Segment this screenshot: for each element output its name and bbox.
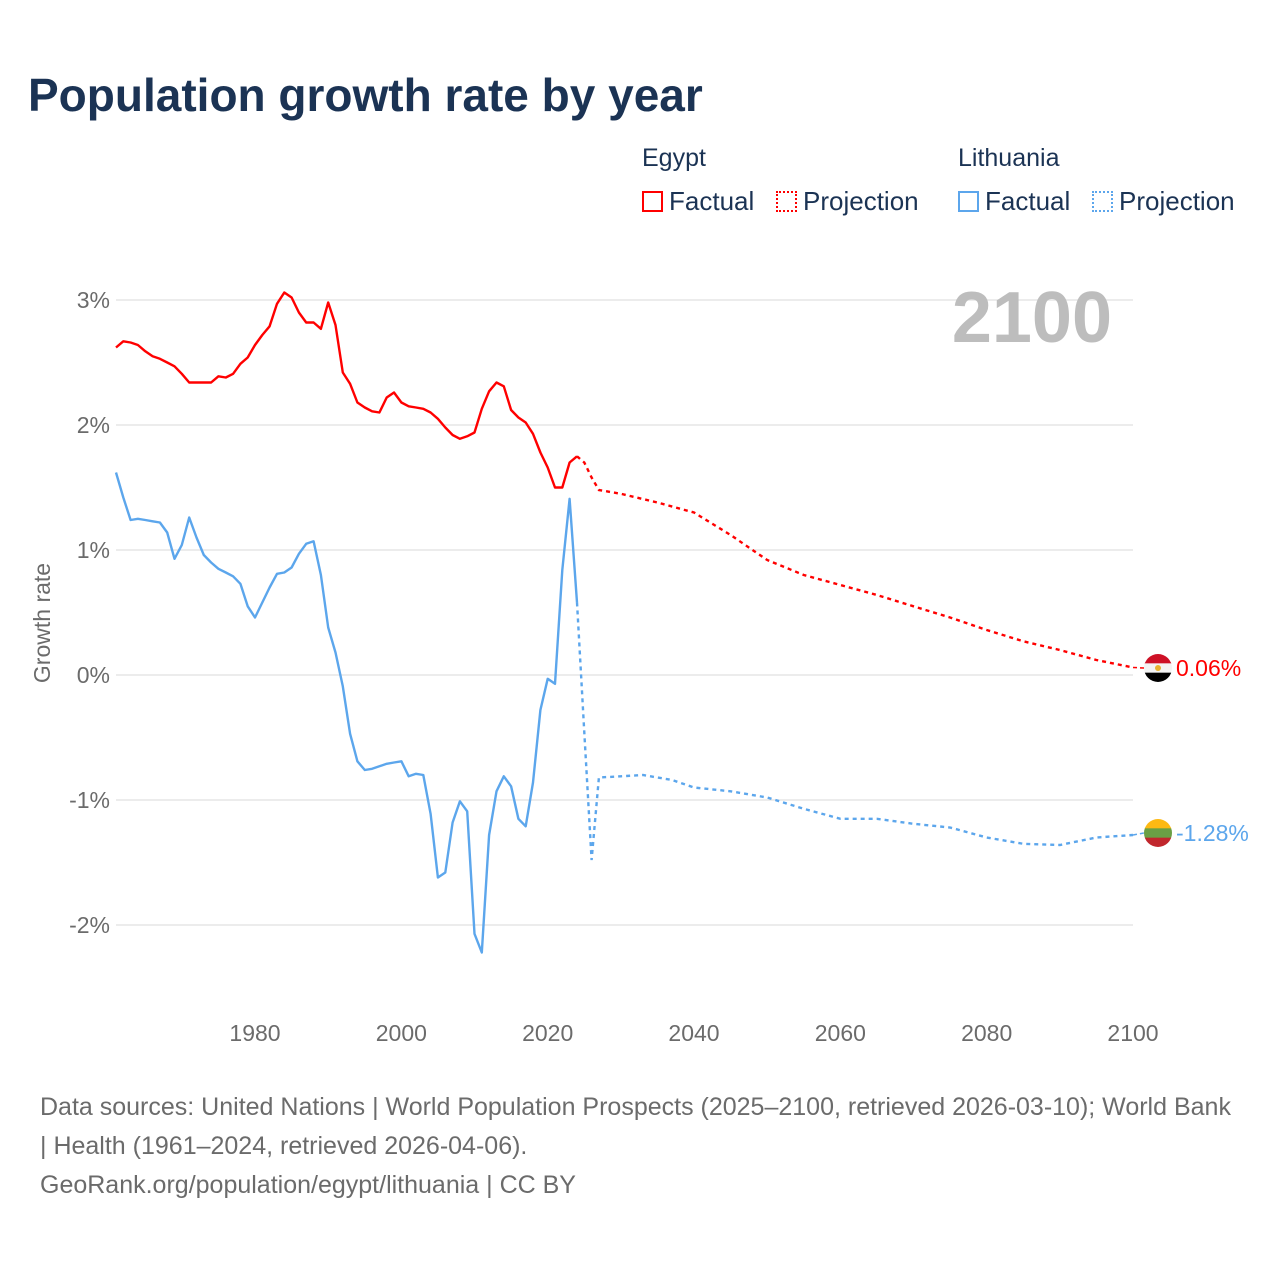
x-tick-label: 2040: [668, 1020, 719, 1046]
lithuania-factual-line: [114, 472, 579, 954]
y-axis-label: Growth rate: [29, 563, 55, 683]
credit-link[interactable]: GeoRank.org/population/egypt/lithuania |…: [40, 1171, 576, 1199]
lithuania-flag-icon: [1144, 819, 1172, 847]
footer: Data sources: United Nations | World Pop…: [40, 1088, 1240, 1205]
egypt-flag-icon: [1144, 654, 1172, 682]
x-tick-label: 2080: [961, 1020, 1012, 1046]
y-tick-label: 3%: [77, 287, 110, 313]
legend-label: Factual: [669, 186, 755, 216]
legend-group-lithuania: Lithuania: [958, 144, 1060, 172]
chart-title: Population growth rate by year: [28, 69, 703, 121]
flag-stripe: [1144, 837, 1172, 847]
flag-stripe: [1144, 828, 1172, 839]
legend-egypt-projection[interactable]: Projection: [776, 186, 919, 217]
legend-label: Projection: [1119, 186, 1235, 216]
legend-lithuania-projection[interactable]: Projection: [1092, 186, 1235, 217]
y-tick-label: 0%: [77, 662, 110, 688]
egypt-projection-line: [576, 455, 1134, 669]
egypt-end-label: 0.06%: [1176, 655, 1241, 681]
x-tick-label: 2060: [815, 1020, 866, 1046]
y-tick-label: -2%: [69, 912, 110, 938]
x-tick-label: 2100: [1107, 1020, 1158, 1046]
x-tick-label: 2020: [522, 1020, 573, 1046]
year-watermark: 2100: [952, 278, 1112, 358]
lithuania-projection-line: [575, 602, 1134, 861]
legend-swatch-dotted: [1092, 191, 1113, 212]
legend-swatch-solid: [958, 191, 979, 212]
legend-label: Projection: [803, 186, 919, 216]
x-tick-label: 2000: [376, 1020, 427, 1046]
flag-stripe: [1144, 819, 1172, 829]
flag-stripe: [1144, 654, 1172, 664]
y-tick-label: -1%: [69, 787, 110, 813]
legend-swatch-dotted: [776, 191, 797, 212]
end-connector: [1132, 666, 1145, 669]
egypt-factual-line: [115, 291, 578, 489]
legend-swatch-solid: [642, 191, 663, 212]
y-tick-label: 1%: [77, 537, 110, 563]
legend-label: Factual: [985, 186, 1071, 216]
legend-group-egypt: Egypt: [642, 144, 706, 172]
legend-lithuania-factual[interactable]: Factual: [958, 186, 1070, 217]
data-sources: Data sources: United Nations | World Pop…: [40, 1093, 1231, 1160]
y-tick-label: 2%: [77, 412, 110, 438]
legend-egypt-factual[interactable]: Factual: [642, 186, 754, 217]
x-tick-label: 1980: [229, 1020, 280, 1046]
flag-emblem: [1155, 665, 1161, 671]
lithuania-end-label: -1.28%: [1176, 820, 1249, 846]
flag-stripe: [1144, 672, 1172, 682]
end-connector: [1132, 832, 1145, 836]
